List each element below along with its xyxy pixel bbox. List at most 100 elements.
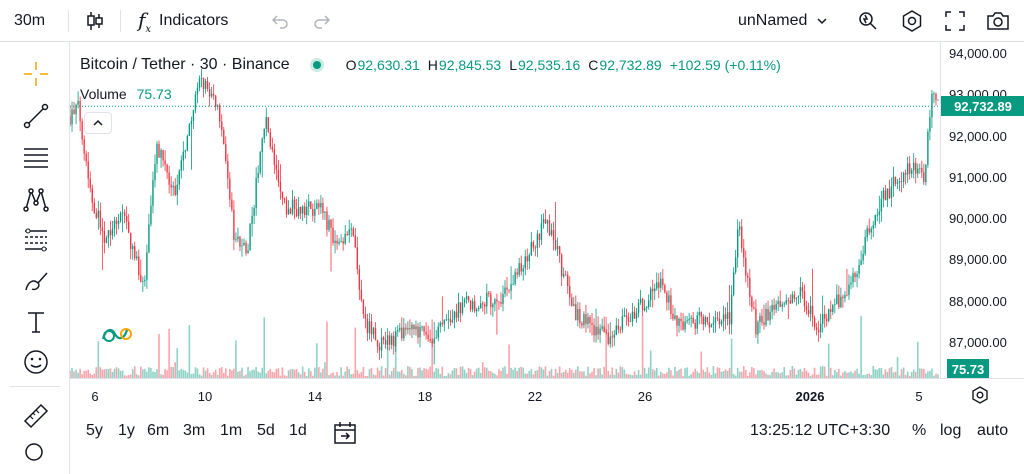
volume-bar [639, 374, 642, 378]
candle-body [807, 310, 810, 314]
volume-bar [817, 374, 820, 378]
candle-body [647, 300, 650, 307]
candle-body [235, 239, 237, 240]
volume-bar [538, 366, 541, 378]
volume-bar [852, 373, 854, 378]
candle-body [184, 150, 187, 152]
volume-bar [933, 375, 935, 378]
volume-bar [314, 367, 316, 378]
price-tick-label: 88,000.00 [949, 293, 1007, 309]
candle-body [692, 317, 694, 323]
candle-body [722, 314, 725, 322]
volume-bar [706, 367, 709, 378]
emoji-icon[interactable] [18, 346, 54, 378]
candle-body [81, 121, 83, 140]
clock[interactable]: 13:25:12 UTC+3:30 [750, 422, 891, 439]
candle-body [680, 318, 682, 322]
brush-icon[interactable] [18, 265, 54, 297]
volume-bar [496, 375, 498, 378]
interval-button[interactable]: 30m [14, 0, 45, 42]
candle-body [200, 77, 203, 79]
volume-bar [825, 375, 828, 378]
horizontal-lines-icon[interactable] [18, 142, 54, 174]
volume-bar [374, 375, 377, 378]
volume-bar [269, 368, 272, 378]
time-tick-label: 22 [527, 389, 543, 404]
range-button-1y[interactable]: 1y [118, 422, 135, 439]
volume-bar [488, 370, 490, 378]
undo-icon[interactable] [270, 0, 290, 42]
candle-body [777, 301, 779, 305]
volume-bar [388, 374, 391, 378]
volume-bar [781, 372, 784, 378]
volume-bar [773, 368, 775, 378]
ruler-icon[interactable] [18, 400, 54, 432]
candle-body [439, 322, 441, 327]
range-button-6m[interactable]: 6m [147, 422, 170, 439]
volume-bar [307, 368, 310, 378]
range-button-1m[interactable]: 1m [220, 422, 243, 439]
candle-body [97, 210, 100, 218]
candlestick-chart[interactable] [70, 42, 940, 378]
fib-retracement-icon[interactable] [18, 224, 54, 256]
candle-body [79, 101, 81, 122]
candle-body [241, 245, 243, 247]
candle-body [809, 305, 812, 314]
axis-settings-icon[interactable] [970, 385, 990, 410]
volume-bar [384, 367, 387, 378]
candle-body [860, 260, 862, 266]
auto-toggle[interactable]: auto [977, 422, 1009, 439]
time-tick-label: 5 [915, 389, 923, 404]
candle-body [769, 311, 771, 321]
collapse-legend-button[interactable] [84, 112, 112, 134]
quick-search-icon[interactable] [856, 0, 880, 42]
text-tool-icon[interactable] [18, 306, 54, 338]
open-label: O [345, 57, 357, 73]
time-axis[interactable]: 6 10 14 18 22 26 2026 5 [70, 378, 1024, 414]
trend-line-icon[interactable] [18, 100, 54, 132]
log-toggle[interactable]: log [940, 422, 962, 439]
volume-bar [392, 367, 395, 378]
volume-bar [200, 375, 203, 378]
volume-bar [854, 370, 856, 378]
redo-icon[interactable] [312, 0, 332, 42]
volume-bar [330, 373, 332, 378]
range-button-5d[interactable]: 5d [257, 422, 275, 439]
price-axis[interactable]: 94,000.00 93,000.00 92,000.00 91,000.00 90,0… [940, 42, 1024, 379]
candle-body [243, 242, 245, 246]
volume-bar [417, 367, 419, 378]
volume-bar [508, 344, 510, 378]
volume-bar [625, 373, 628, 378]
fullscreen-icon[interactable] [944, 0, 966, 42]
candle-body [453, 311, 456, 320]
settings-icon[interactable] [900, 0, 924, 42]
volume-bar [332, 372, 334, 378]
volume-bar [888, 368, 891, 378]
range-button-1d[interactable]: 1d [289, 422, 307, 439]
low-label: L [509, 57, 517, 73]
volume-bar [619, 366, 622, 378]
symbol-title[interactable]: Bitcoin / Tether · 30 · Binance [80, 56, 290, 73]
camera-icon[interactable] [985, 0, 1011, 42]
range-button-5y[interactable]: 5y [86, 422, 103, 439]
candle-body [405, 327, 407, 330]
candle-body [627, 316, 630, 322]
volume-label[interactable]: Volume [80, 86, 127, 102]
pattern-icon[interactable] [18, 183, 54, 215]
zoom-icon[interactable] [18, 438, 54, 470]
price-tick-label: 91,000.00 [949, 169, 1007, 185]
indicators-button[interactable]: fx Indicators [138, 0, 228, 42]
candles-icon[interactable] [84, 0, 106, 42]
goto-date-icon[interactable] [332, 420, 358, 451]
layout-menu-button[interactable]: unNamed [738, 0, 831, 42]
percent-toggle[interactable]: % [912, 422, 927, 439]
candle-body [255, 178, 257, 209]
chart-pane[interactable] [70, 42, 940, 378]
volume-bar [459, 366, 462, 378]
range-button-3m[interactable]: 3m [183, 422, 206, 439]
current-volume-tag: 75.73 [947, 359, 989, 379]
volume-bar [376, 367, 379, 378]
crosshair-icon[interactable] [18, 58, 54, 90]
volume-bar [465, 372, 468, 378]
volume-bar [216, 374, 219, 378]
